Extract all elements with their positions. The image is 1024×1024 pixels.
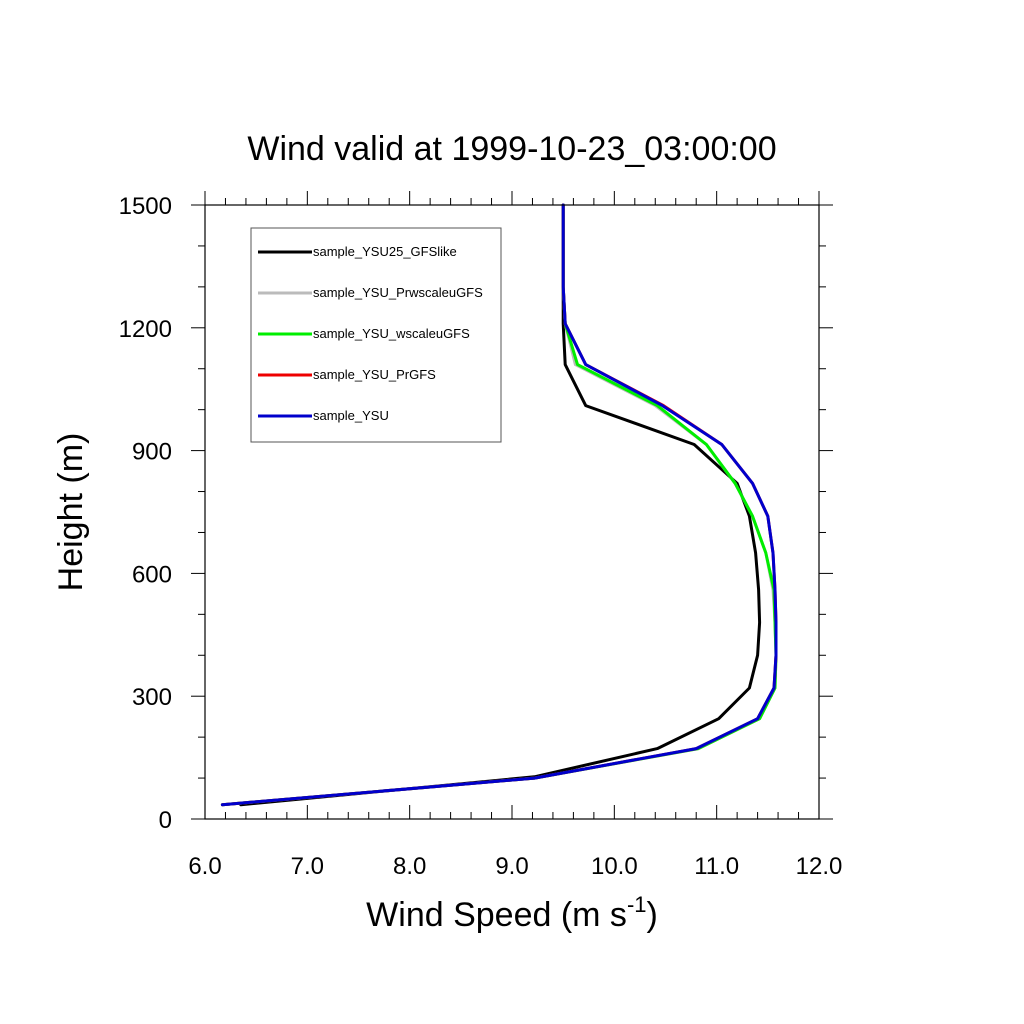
x-axis-title-suffix: ) — [647, 896, 658, 934]
legend-label-3: sample_YSU_PrGFS — [313, 367, 436, 382]
x-axis-title-main: Wind Speed (m s — [366, 896, 627, 934]
series-line-0 — [239, 203, 762, 807]
y-tick-label-0: 0 — [159, 807, 172, 834]
x-tick-label-1: 7.0 — [291, 853, 324, 880]
axis-tick-labels: 6.0 7.0 8.0 9.0 10.0 11.0 12.0 0 300 600 900 1200 15… — [119, 193, 843, 880]
y-tick-label-2: 600 — [132, 561, 172, 588]
x-tick-label-2: 8.0 — [393, 853, 426, 880]
y-tick-label-1: 300 — [132, 684, 172, 711]
y-axis-title: Height (m) — [52, 433, 90, 592]
x-axis-title-superscript: -1 — [627, 892, 647, 917]
y-tick-label-4: 1200 — [119, 316, 172, 343]
x-tick-label-5: 11.0 — [694, 853, 739, 880]
x-tick-label-0: 6.0 — [188, 853, 221, 880]
axis-ticks — [191, 191, 833, 820]
x-tick-label-3: 9.0 — [495, 853, 528, 880]
legend-label-4: sample_YSU — [313, 408, 389, 423]
x-tick-label-6: 12.0 — [796, 853, 843, 880]
plot-frame — [204, 204, 820, 820]
legend-label-2: sample_YSU_wscaleuGFS — [313, 326, 470, 341]
x-axis-title: Wind Speed (m s-1) — [366, 892, 658, 934]
y-tick-label-3: 900 — [132, 439, 172, 466]
series-lines — [220, 203, 778, 807]
x-tick-label-4: 10.0 — [591, 853, 638, 880]
legend-label-0: sample_YSU25_GFSlike — [313, 244, 457, 259]
legend: sample_YSU25_GFSlike sample_YSU_Prwscaleu… — [250, 227, 502, 443]
legend-label-1: sample_YSU_PrwscaleuGFS — [313, 285, 483, 300]
series-line-4 — [220, 203, 778, 807]
chart-title: Wind valid at 1999-10-23_03:00:00 — [247, 130, 776, 168]
y-tick-label-5: 1500 — [119, 193, 172, 220]
